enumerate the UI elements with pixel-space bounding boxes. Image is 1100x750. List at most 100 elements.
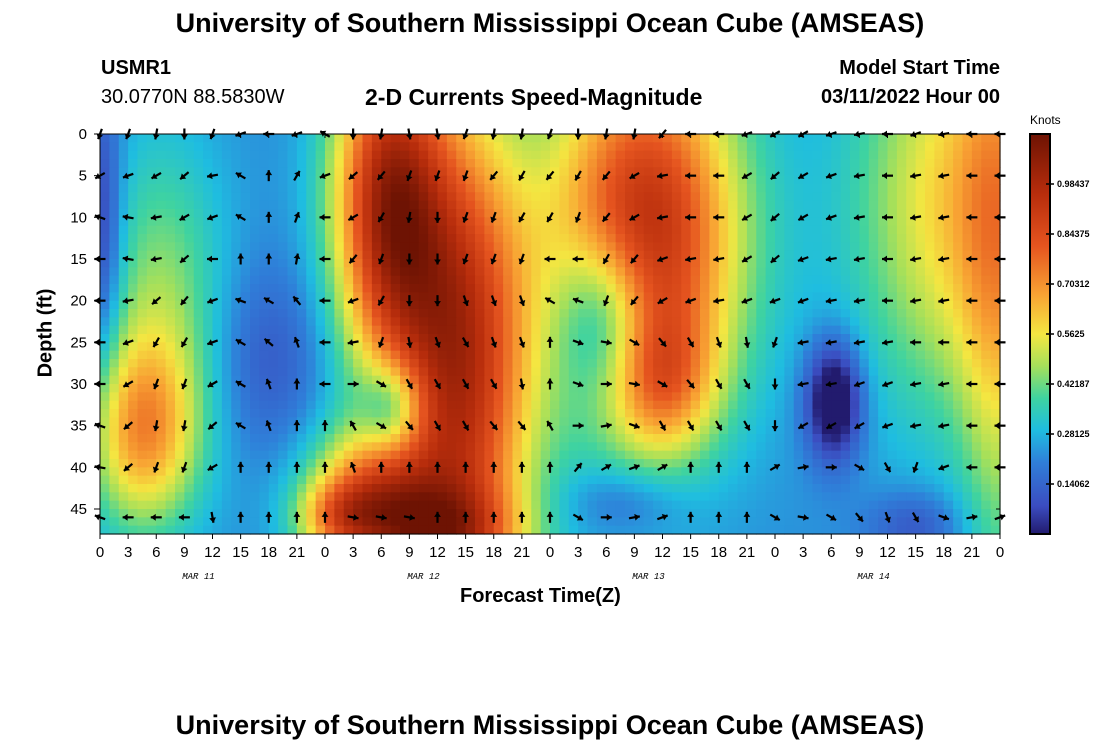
heatmap-cell xyxy=(803,250,814,260)
heatmap-cell xyxy=(165,442,176,452)
heatmap-cell xyxy=(690,300,701,310)
heatmap-cell xyxy=(390,417,401,427)
heatmap-cell xyxy=(634,467,645,477)
heatmap-cell xyxy=(418,467,429,477)
heatmap-cell xyxy=(709,150,720,160)
heatmap-cell xyxy=(587,175,598,185)
heatmap-cell xyxy=(606,484,617,493)
heatmap-cell xyxy=(175,309,185,318)
heatmap-cell xyxy=(775,309,785,318)
heatmap-cell xyxy=(259,200,270,210)
heatmap-cell xyxy=(315,334,326,343)
heatmap-cell xyxy=(118,267,129,277)
heatmap-cell xyxy=(409,375,420,385)
heatmap-cell xyxy=(625,175,635,185)
heatmap-cell xyxy=(128,350,139,360)
heatmap-cell xyxy=(859,475,870,485)
heatmap-cell xyxy=(915,417,926,427)
heatmap-cell xyxy=(128,392,139,402)
heatmap-cell xyxy=(962,367,973,377)
heatmap-cell xyxy=(625,134,635,143)
heatmap-cell xyxy=(465,134,476,143)
heatmap-cell xyxy=(203,300,214,310)
heatmap-cell xyxy=(493,225,504,235)
heatmap-cell xyxy=(259,459,270,468)
heatmap-cell xyxy=(953,475,964,485)
vector-head xyxy=(630,257,637,264)
heatmap-cell xyxy=(896,192,907,202)
heatmap-cell xyxy=(625,267,635,277)
heatmap-cell xyxy=(878,309,889,318)
vector-head xyxy=(122,172,129,180)
heatmap-cell xyxy=(812,484,823,493)
heatmap-cell xyxy=(390,375,401,385)
heatmap-cell xyxy=(315,525,326,535)
heatmap-cell xyxy=(887,175,898,185)
heatmap-cell xyxy=(165,150,176,160)
heatmap-cell xyxy=(793,159,804,168)
heatmap-cell xyxy=(765,134,776,143)
heatmap-cell xyxy=(850,500,860,510)
heatmap-cell xyxy=(793,317,804,327)
heatmap-cell xyxy=(887,267,898,277)
heatmap-cell xyxy=(915,367,926,377)
heatmap-cell xyxy=(971,500,982,510)
heatmap-cell xyxy=(793,309,804,318)
heatmap-cell xyxy=(353,300,364,310)
heatmap-cell xyxy=(306,459,317,468)
heatmap-cell xyxy=(240,517,251,527)
heatmap-cell xyxy=(728,259,739,268)
heatmap-cell xyxy=(756,192,767,202)
heatmap-cell xyxy=(418,259,429,268)
heatmap-cell xyxy=(118,392,129,402)
heatmap-cell xyxy=(400,175,410,185)
heatmap-cell xyxy=(671,200,682,210)
heatmap-cell xyxy=(634,259,645,268)
current-vector xyxy=(462,211,469,223)
heatmap-cell xyxy=(690,175,701,185)
heatmap-cell xyxy=(596,209,607,218)
heatmap-cell xyxy=(296,417,307,427)
heatmap-cell xyxy=(287,450,298,460)
heatmap-cell xyxy=(315,225,326,235)
heatmap-cell xyxy=(559,450,570,460)
heatmap-cell xyxy=(353,234,364,243)
heatmap-cell xyxy=(775,300,785,310)
heatmap-cell xyxy=(437,217,448,227)
heatmap-cell xyxy=(765,259,776,268)
heatmap-cell xyxy=(100,242,110,252)
heatmap-cell xyxy=(728,317,739,327)
heatmap-cell xyxy=(137,234,148,243)
heatmap-cell xyxy=(371,142,382,152)
heatmap-cell xyxy=(896,384,907,393)
heatmap-cell xyxy=(212,250,223,260)
heatmap-cell xyxy=(418,159,429,168)
heatmap-cell xyxy=(231,225,242,235)
heatmap-cell xyxy=(587,459,598,468)
heatmap-cell xyxy=(718,309,729,318)
heatmap-cell xyxy=(118,192,129,202)
heatmap-cell xyxy=(137,500,148,510)
heatmap-cell xyxy=(915,192,926,202)
vector-head xyxy=(348,173,355,180)
heatmap-cell xyxy=(662,517,673,527)
heatmap-cell xyxy=(428,142,439,152)
heatmap-cell xyxy=(578,450,589,460)
heatmap-cell xyxy=(643,367,654,377)
heatmap-cell xyxy=(859,359,870,368)
heatmap-cell xyxy=(203,509,214,518)
heatmap-cell xyxy=(343,192,354,202)
heatmap-cell xyxy=(156,259,167,268)
heatmap-cell xyxy=(109,175,120,185)
heatmap-cell xyxy=(793,284,804,293)
heatmap-cell xyxy=(625,275,635,285)
heatmap-cell xyxy=(596,342,607,352)
heatmap-cell xyxy=(240,217,251,227)
heatmap-cell xyxy=(793,425,804,435)
heatmap-cell xyxy=(446,284,457,293)
heatmap-cell xyxy=(653,192,664,202)
heatmap-cell xyxy=(493,517,504,527)
heatmap-cell xyxy=(437,167,448,177)
heatmap-cell xyxy=(446,334,457,343)
heatmap-cell xyxy=(315,242,326,252)
